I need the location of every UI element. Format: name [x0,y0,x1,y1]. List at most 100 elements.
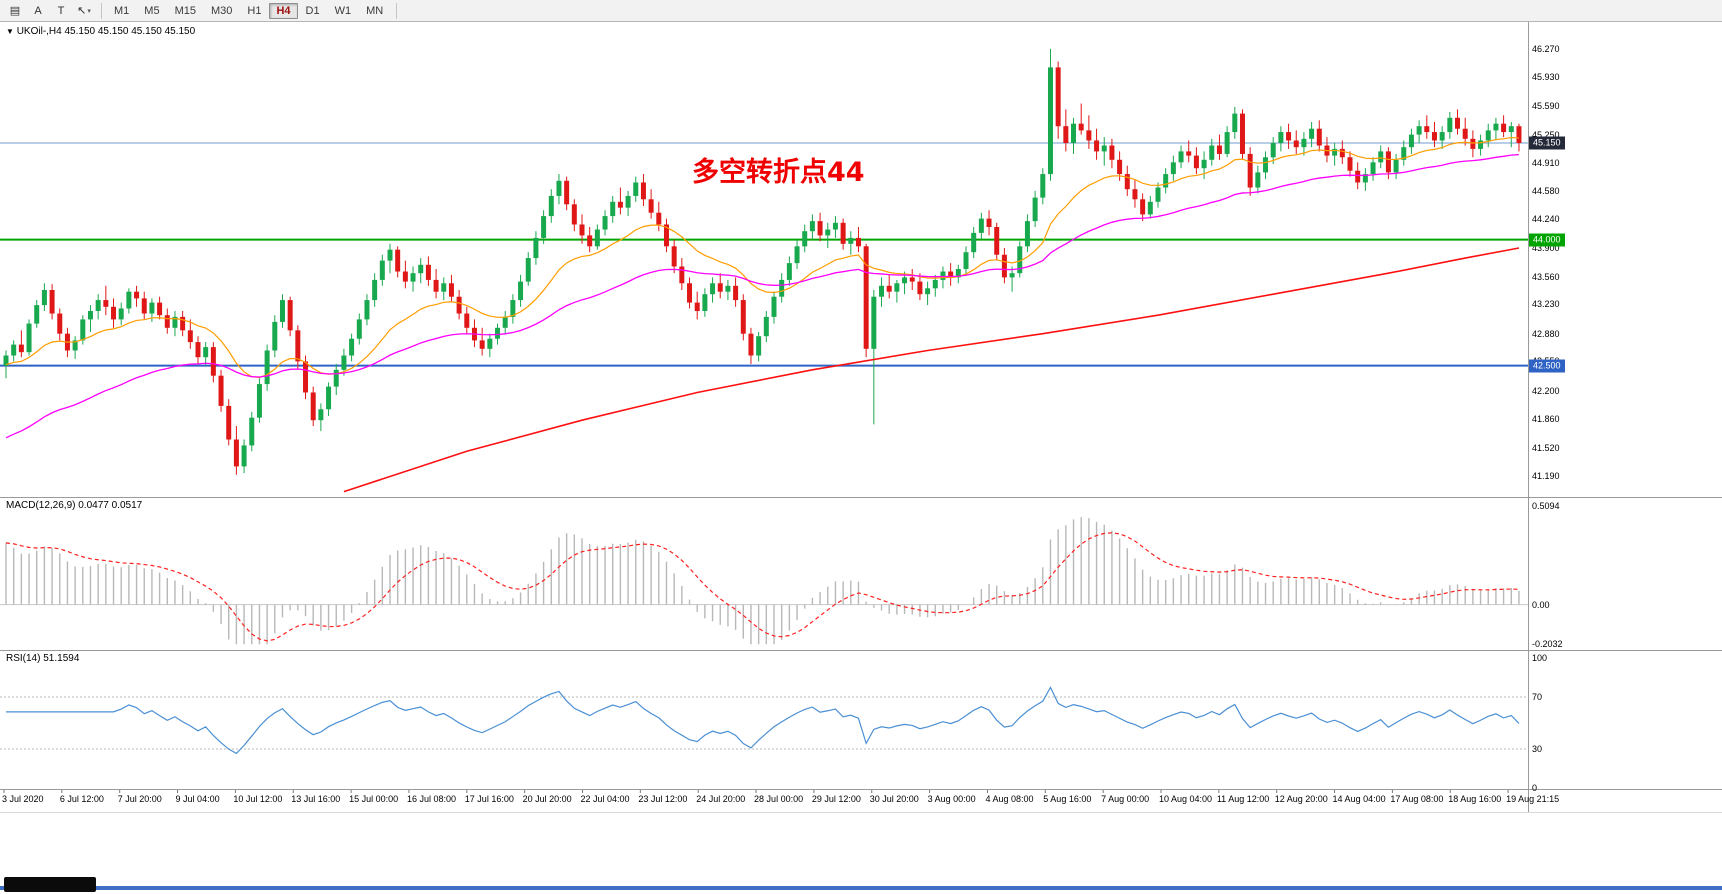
time-axis-label: 20 Jul 20:00 [522,794,572,804]
candle-body [164,315,170,328]
candle-body [448,283,454,297]
macd-histogram-bar [1456,584,1459,605]
candle-body [341,355,347,370]
candle-body [940,271,946,280]
candle-body [932,279,938,289]
candle-body [994,227,1000,255]
candle-body [633,182,639,196]
macd-histogram-bar [59,553,61,605]
candle-body [464,313,470,328]
text-label-button[interactable]: A [27,1,49,21]
macd-histogram-bar [274,604,276,634]
candle-body [49,290,55,314]
timeframe-m5-button[interactable]: M5 [144,4,160,17]
candle-body [1416,126,1422,135]
candle-body [817,221,823,236]
macd-histogram-bar [773,604,775,645]
macd-histogram-bar [51,547,53,605]
macd-histogram-bar [1088,518,1090,605]
timeframe-mn-button[interactable]: MN [366,4,384,17]
time-axis-label: 11 Aug 12:00 [1216,794,1270,804]
candle-body [264,350,270,385]
price-axis-label: 43.900 [1532,243,1560,253]
timeframe-h1-button[interactable]: H1 [247,4,262,17]
candle-body [1462,128,1468,139]
macd-histogram-bar [988,584,990,605]
timeframe-m1-button[interactable]: M1 [114,4,130,17]
time-axis-label: 29 Jul 12:00 [811,794,861,804]
candle-body [948,271,954,278]
candle-body [925,288,931,295]
candle-body [1117,159,1123,175]
time-axis-label: 12 Aug 20:00 [1274,794,1328,804]
macd-histogram-bar [228,604,230,640]
macd-histogram-bar [1280,578,1282,605]
candle-body [1431,132,1437,141]
time-axis-label: 5 Aug 16:00 [1043,794,1092,804]
macd-histogram-bar [1264,582,1267,605]
macd-histogram-bar [581,538,583,605]
symbol-dropdown-icon[interactable]: ▼ [6,27,14,36]
timeframe-w1-button[interactable]: W1 [334,4,352,17]
candle-body [710,283,716,295]
timeframe-m15-button[interactable]: M15 [174,4,196,17]
candle-body [1071,123,1077,143]
candle-body [72,340,78,351]
cursor-tool-icon: ↖ [77,5,87,17]
macd-histogram-bar [458,565,460,605]
timeframe-d1-button[interactable]: D1 [305,4,320,17]
macd-histogram-bar [742,604,744,639]
macd-histogram-bar [266,604,268,645]
macd-histogram-bar [1510,587,1512,605]
rsi-axis-label: 30 [1532,744,1543,754]
rsi-line [6,686,1520,755]
macd-histogram-bar [604,545,606,605]
candle-body [1201,159,1207,169]
macd-histogram-bar [1426,590,1428,605]
candle-body [1247,153,1253,188]
candle-body [886,285,892,292]
macd-histogram-bar [1410,598,1413,605]
macd-histogram-bar [297,604,299,611]
timeframe-h4-button[interactable]: H4 [269,2,298,19]
macd-histogram-bar [1003,591,1006,605]
text-tool-button[interactable]: T [50,1,72,21]
taskbar-fragment [4,877,96,892]
macd-histogram-bar [1026,587,1029,605]
macd-histogram-bar [573,534,576,605]
candle-body [1178,151,1184,163]
macd-histogram-bar [996,585,998,605]
candle-body [917,281,923,295]
candle-body [1447,117,1453,133]
macd-histogram-bar [312,604,314,626]
chart-annotation-text[interactable]: 多空转折点44 [692,157,865,188]
macd-histogram-bar [896,604,898,615]
symbol-name: UKOil-,H4 [16,26,62,37]
candle-body [1224,132,1230,154]
macd-histogram-bar [1065,525,1067,605]
chevron-down-icon: ▾ [87,7,91,15]
macd-histogram-bar [1464,586,1466,605]
toolbar: ▤ A T ↖ ▾ M1 M5 M15 M30 H1 H4 D1 W1 MN [0,0,1722,22]
macd-histogram-bar [1211,573,1213,605]
macd-axis-label: 0.5094 [1532,500,1560,511]
cursor-tool-button[interactable]: ↖ ▾ [73,1,95,21]
candle-body [1263,157,1269,173]
macd-histogram-bar [827,586,829,605]
candle-body [80,319,86,341]
timeframe-m30-button[interactable]: M30 [210,4,233,17]
macd-histogram-bar [189,591,192,605]
macd-histogram-bar [550,549,552,605]
macd-histogram-bar [727,604,729,627]
candle-body [26,323,32,353]
candle-body [379,260,385,280]
macd-histogram-bar [1111,530,1113,605]
macd-histogram-bar [1287,578,1290,605]
candle-body [502,316,508,328]
candle-body [1516,126,1522,143]
macd-histogram-bar [1188,573,1190,605]
macd-histogram-bar [658,552,660,605]
indicators-button[interactable]: ▤ [4,1,26,21]
time-axis-label: 4 Aug 08:00 [985,794,1034,804]
